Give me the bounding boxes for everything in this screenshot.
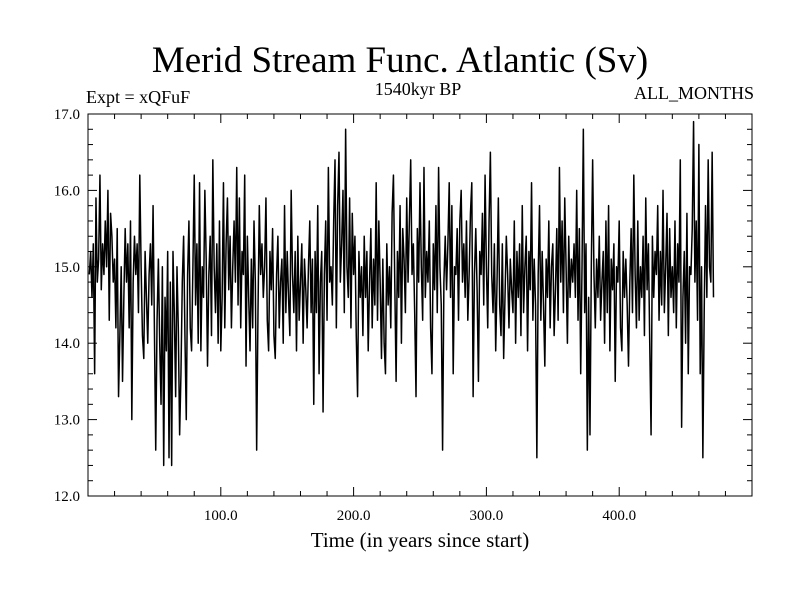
chart-title: Merid Stream Func. Atlantic (Sv)	[151, 40, 649, 81]
x-tick-labels: 100.0 200.0 300.0 400.0	[204, 508, 636, 524]
y-tick-label: 16.0	[54, 183, 80, 199]
y-tick-labels: 12.0 13.0 14.0 15.0 16.0 17.0	[54, 107, 80, 505]
months-label: ALL_MONTHS	[634, 83, 754, 103]
y-tick-label: 13.0	[54, 413, 80, 429]
y-tick-label: 17.0	[54, 107, 80, 123]
axis-ticks	[88, 114, 752, 496]
x-tick-label: 300.0	[470, 508, 504, 524]
experiment-label: Expt = xQFuF	[86, 87, 191, 107]
x-tick-label: 200.0	[337, 508, 371, 524]
y-tick-label: 14.0	[54, 336, 80, 352]
series-line	[88, 120, 715, 467]
y-tick-label: 12.0	[54, 489, 80, 505]
x-tick-label: 100.0	[204, 508, 238, 524]
period-label: 1540kyr BP	[374, 79, 462, 99]
x-tick-label: 400.0	[602, 508, 636, 524]
y-tick-label: 15.0	[54, 260, 80, 276]
plot-frame	[87, 113, 753, 497]
x-axis-label: Time (in years since start)	[310, 528, 530, 552]
